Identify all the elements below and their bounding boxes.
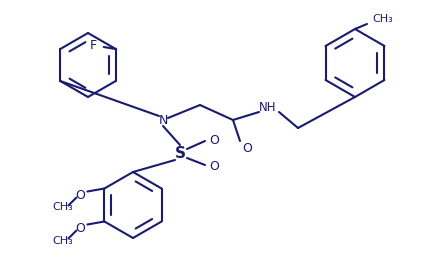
Text: O: O (75, 189, 85, 202)
Text: O: O (209, 160, 218, 172)
Text: O: O (209, 133, 218, 147)
Text: S: S (174, 146, 185, 161)
Text: O: O (75, 222, 85, 235)
Text: F: F (90, 38, 97, 51)
Text: CH₃: CH₃ (52, 203, 73, 213)
Text: NH: NH (259, 101, 276, 114)
Text: O: O (242, 141, 252, 154)
Text: CH₃: CH₃ (372, 14, 393, 24)
Text: CH₃: CH₃ (52, 235, 73, 246)
Text: N: N (158, 114, 167, 126)
